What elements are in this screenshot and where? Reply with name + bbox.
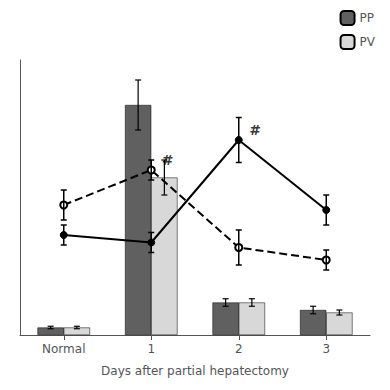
svg-text:PP: PP — [360, 11, 374, 25]
svg-text:1: 1 — [147, 342, 155, 356]
svg-text:#: # — [162, 152, 174, 168]
svg-text:PV: PV — [360, 35, 376, 49]
svg-text:Normal: Normal — [42, 342, 85, 356]
svg-text:2: 2 — [235, 342, 243, 356]
svg-text:#: # — [249, 122, 261, 138]
svg-text:Days after partial hepatectomy: Days after partial hepatectomy — [101, 364, 289, 378]
svg-text:3: 3 — [322, 342, 330, 356]
